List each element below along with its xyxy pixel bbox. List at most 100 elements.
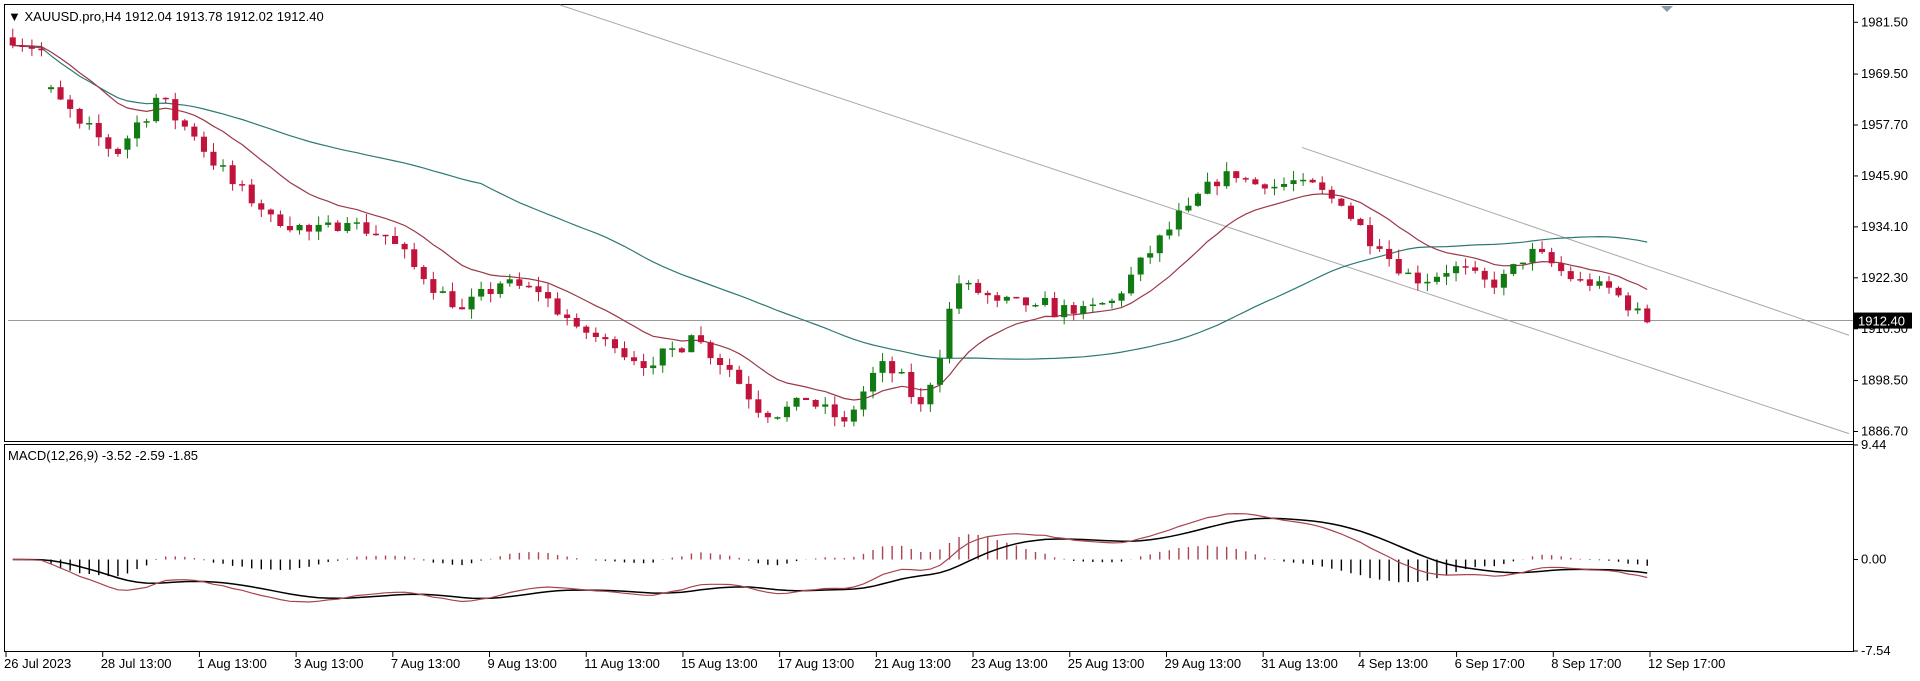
- candle-body: [239, 184, 246, 186]
- candle-body: [1032, 305, 1039, 307]
- candle-body: [1290, 180, 1297, 184]
- candle-body: [965, 282, 972, 285]
- candle-body: [57, 87, 64, 100]
- candle-body: [1510, 264, 1517, 274]
- candle-body: [1357, 218, 1364, 226]
- candle-body: [841, 417, 848, 422]
- candle-body: [1519, 262, 1526, 265]
- candle-body: [1261, 184, 1268, 189]
- candle-body: [850, 409, 857, 422]
- macd-tick-label: 0.00: [1861, 552, 1886, 567]
- price-tick-label: 1969.50: [1861, 66, 1908, 81]
- candle-body: [344, 223, 351, 231]
- candle-body: [1462, 266, 1469, 268]
- candle-body: [134, 122, 141, 139]
- candle-body: [1472, 267, 1479, 271]
- candle-body: [48, 87, 55, 90]
- candle-body: [191, 126, 198, 137]
- candle-body: [401, 243, 408, 250]
- price-tick-label: 1898.50: [1861, 373, 1908, 388]
- scroll-marker-icon[interactable]: [1661, 6, 1673, 12]
- candle-body: [248, 184, 255, 204]
- candle-body: [487, 289, 494, 294]
- candle-body: [946, 308, 953, 359]
- price-axis: 1981.50 1969.50 1957.70 1945.90 1934.10 1922.…: [1853, 14, 1908, 439]
- moving-averages: [12, 44, 1648, 401]
- candle-body: [382, 234, 389, 237]
- time-axis: 26 Jul 2023 28 Jul 13:00 1 Aug 13:00 3 Aug …: [4, 652, 1725, 671]
- candle-body: [1099, 303, 1106, 305]
- candle-body: [678, 348, 685, 353]
- time-tick-label: 23 Aug 13:00: [971, 656, 1048, 671]
- candle-body: [1548, 252, 1555, 264]
- candle-body: [258, 203, 265, 210]
- macd-axis: 9.44 0.00 -7.54: [1853, 437, 1891, 658]
- candle-body: [315, 224, 322, 232]
- candle-body: [1596, 281, 1603, 286]
- candle-body: [172, 99, 179, 121]
- price-panel-frame[interactable]: [4, 4, 1854, 442]
- trend-line-lower: [559, 4, 1850, 435]
- candle-body: [621, 348, 628, 358]
- candle-body: [1539, 248, 1546, 253]
- candle-body: [468, 296, 475, 310]
- candle-body: [554, 298, 561, 315]
- candle-body: [908, 372, 915, 398]
- candle-body: [1300, 179, 1307, 182]
- candle-body: [1118, 293, 1125, 301]
- time-tick-label: 21 Aug 13:00: [874, 656, 951, 671]
- candle-body: [1223, 171, 1230, 187]
- price-tick-label: 1934.10: [1861, 219, 1908, 234]
- candle-body: [879, 361, 886, 373]
- macd-panel-frame[interactable]: [4, 444, 1854, 652]
- trend-line-upper: [1301, 146, 1850, 336]
- candle-body: [870, 372, 877, 392]
- candle-body: [688, 335, 695, 353]
- candle-body: [1376, 246, 1383, 249]
- candle-body: [1051, 298, 1058, 318]
- candle-body: [755, 399, 762, 413]
- candle-body: [478, 289, 485, 297]
- candle-body: [38, 48, 45, 51]
- time-tick-label: 29 Aug 13:00: [1164, 656, 1241, 671]
- candle-body: [1577, 279, 1584, 281]
- candle-body: [1605, 281, 1612, 288]
- candle-body: [286, 226, 293, 231]
- candle-body: [1405, 272, 1412, 275]
- candle-body: [497, 283, 504, 294]
- candle-body: [1529, 248, 1536, 263]
- candle-body: [1319, 182, 1326, 190]
- collapse-triangle-icon[interactable]: ▼: [8, 9, 21, 24]
- candle-body: [898, 372, 905, 374]
- macd-header-text: MACD(12,26,9) -3.52 -2.59 -1.85: [8, 448, 199, 463]
- time-tick-label: 9 Aug 13:00: [488, 656, 557, 671]
- last-price-label: 1912.40: [1858, 314, 1905, 329]
- candle-body: [956, 283, 963, 309]
- price-tick-label: 1957.70: [1861, 117, 1908, 132]
- candle-body: [439, 291, 446, 293]
- candle-body: [1443, 273, 1450, 277]
- candle-body: [707, 342, 714, 359]
- candle-body: [67, 99, 74, 109]
- candle-body: [1615, 287, 1622, 296]
- time-tick-label: 12 Sep 17:00: [1648, 656, 1725, 671]
- candle-body: [277, 214, 284, 226]
- candle-body: [745, 383, 752, 400]
- candle-body: [1147, 253, 1154, 258]
- candle-body: [545, 292, 552, 299]
- candle-body: [19, 45, 26, 47]
- candle-body: [1567, 271, 1574, 280]
- candle-body: [650, 365, 657, 369]
- time-tick-label: 15 Aug 13:00: [681, 656, 758, 671]
- candle-body: [1328, 189, 1335, 199]
- candle-body: [1433, 276, 1440, 282]
- time-tick-label: 1 Aug 13:00: [197, 656, 266, 671]
- candle-body: [363, 222, 370, 234]
- candle-body: [1166, 229, 1173, 236]
- time-tick-label: 31 Aug 13:00: [1261, 656, 1338, 671]
- candle-body: [306, 225, 313, 232]
- candle-body: [1128, 274, 1135, 294]
- candle-body: [95, 123, 102, 138]
